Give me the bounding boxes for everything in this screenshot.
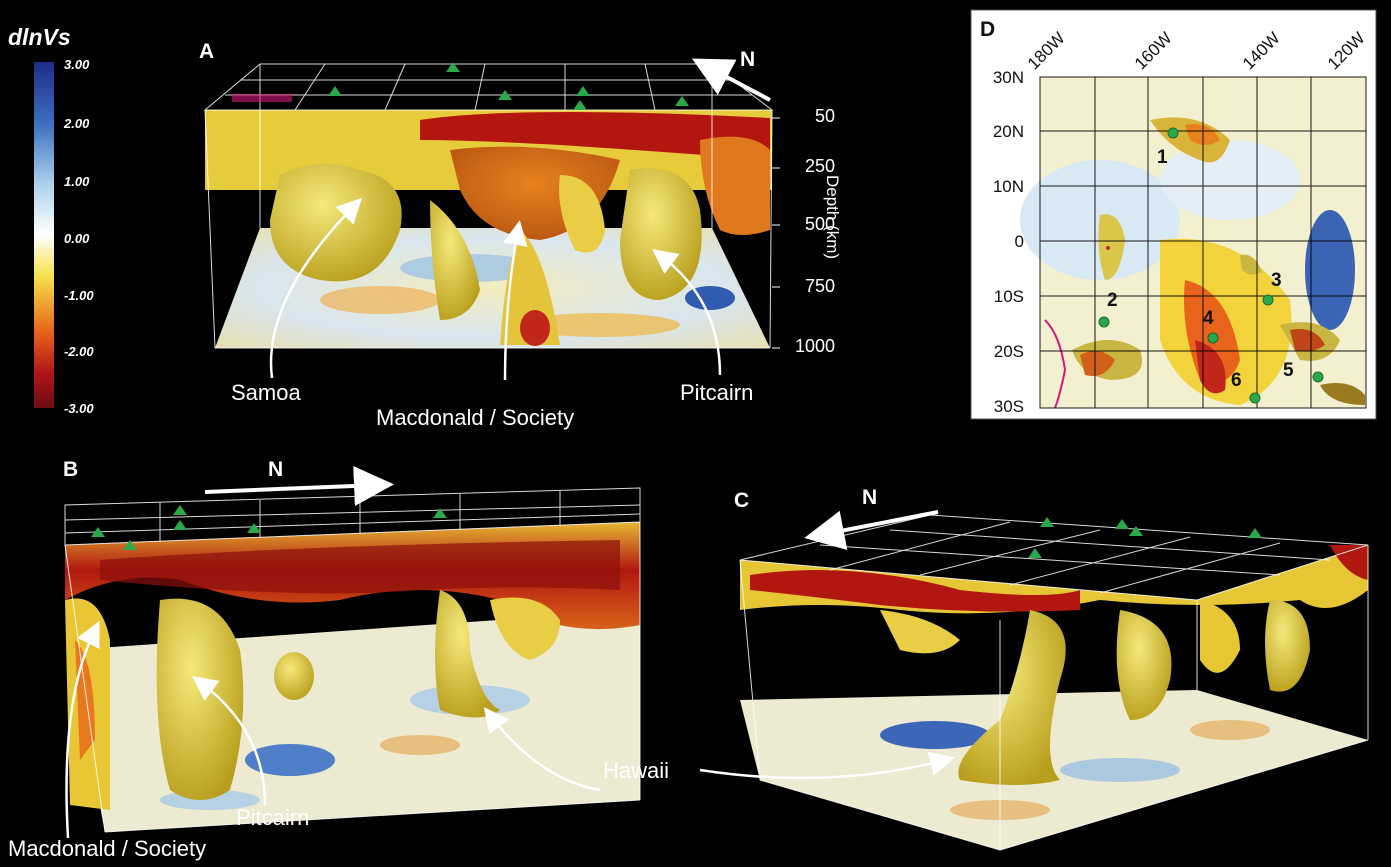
map-lat-label: 0 bbox=[1014, 232, 1024, 251]
map-lat-label: 30N bbox=[992, 68, 1024, 87]
hotspot-number: 1 bbox=[1157, 147, 1168, 168]
panel-a-letter: A bbox=[199, 40, 215, 63]
label-pitcairn-b: Pitcairn bbox=[236, 805, 310, 830]
panel-c-north-label: N bbox=[862, 486, 878, 509]
colorbar-tick: -1.00 bbox=[64, 288, 94, 303]
label-pitcairn-a: Pitcairn bbox=[680, 380, 754, 405]
panel-a-3d-block bbox=[203, 58, 780, 381]
panel-d-map bbox=[970, 9, 1377, 420]
colorbar-tick: 2.00 bbox=[64, 116, 90, 131]
hotspot-number: 6 bbox=[1231, 370, 1242, 391]
colorbar-tick: -3.00 bbox=[64, 401, 94, 416]
hotspot-number: 5 bbox=[1283, 360, 1294, 381]
depth-tick: 50 bbox=[814, 106, 835, 126]
label-samoa: Samoa bbox=[231, 380, 301, 405]
label-hawaii: Hawaii bbox=[603, 758, 670, 783]
depth-axis-label: Depth (km) bbox=[823, 175, 842, 260]
panel-c-3d-block bbox=[699, 510, 1369, 851]
panel-a-north-label: N bbox=[740, 48, 756, 71]
label-macdonald-society-b: Macdonald / Society bbox=[8, 836, 207, 861]
hotspot-number: 4 bbox=[1203, 308, 1214, 329]
colorbar-tick: 1.00 bbox=[64, 174, 90, 189]
map-lat-label: 10S bbox=[993, 287, 1024, 306]
colorbar-tick: -2.00 bbox=[64, 344, 94, 359]
map-lat-label: 20N bbox=[992, 122, 1024, 141]
panel-b-north-label: N bbox=[268, 458, 284, 481]
depth-tick: 750 bbox=[804, 276, 835, 296]
depth-tick: 250 bbox=[804, 156, 835, 176]
map-lat-label: 20S bbox=[993, 342, 1024, 361]
colorbar-title: dlnVs bbox=[8, 24, 71, 50]
panel-d-letter: D bbox=[980, 18, 996, 41]
colorbar-tick: 0.00 bbox=[64, 231, 90, 246]
map-lat-label: 30S bbox=[993, 397, 1024, 416]
map-lat-label: 10N bbox=[992, 177, 1024, 196]
panel-b-3d-block bbox=[64, 465, 641, 839]
hotspot-number: 3 bbox=[1271, 270, 1282, 291]
panel-c-letter: C bbox=[734, 489, 750, 512]
hotspot-number: 2 bbox=[1107, 290, 1118, 311]
colorbar-gradient bbox=[34, 62, 54, 408]
label-macdonald-society-a: Macdonald / Society bbox=[376, 405, 575, 430]
colorbar-tick: 3.00 bbox=[64, 57, 90, 72]
panel-b-letter: B bbox=[63, 458, 79, 481]
depth-tick: 500 bbox=[804, 214, 835, 234]
depth-tick: 1000 bbox=[794, 336, 835, 356]
